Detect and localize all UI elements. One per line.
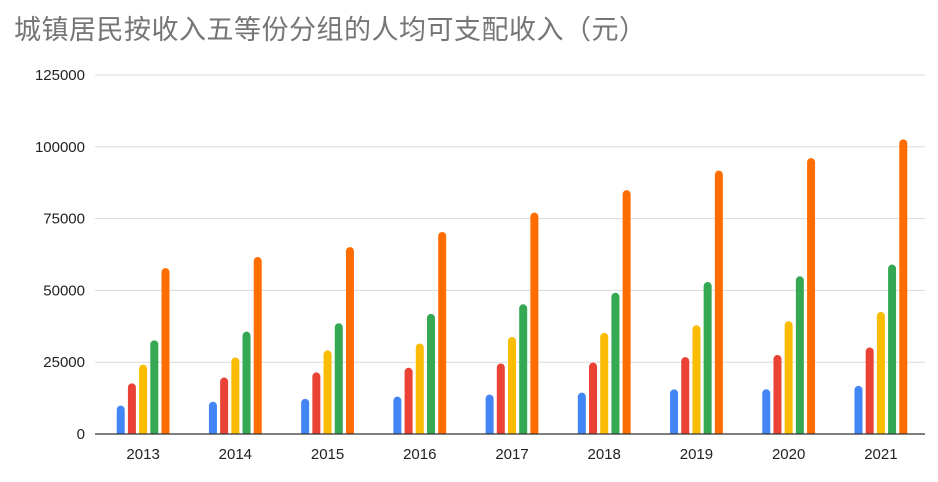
bar-2019-series-1 — [670, 389, 679, 437]
bar-2014-series-2 — [220, 377, 229, 437]
bar-2013-series-5 — [161, 268, 170, 437]
bar-2018-series-5 — [622, 190, 631, 437]
bar-2017-series-5 — [530, 212, 539, 437]
bar-2019-series-3 — [692, 325, 701, 437]
bar-2019-series-5 — [714, 170, 723, 438]
x-tick-label: 2014 — [219, 446, 252, 463]
x-tick-label: 2018 — [588, 446, 621, 463]
y-tick-label: 125000 — [35, 67, 85, 84]
bar-2014-series-1 — [208, 401, 217, 437]
bar-2021-series-4 — [888, 264, 897, 437]
x-tick-label: 2017 — [495, 446, 528, 463]
bar-2013-series-1 — [116, 405, 125, 437]
bar-2019-series-4 — [703, 282, 712, 437]
bar-2015-series-2 — [312, 372, 321, 437]
y-tick-label: 75000 — [43, 211, 85, 228]
x-tick-label: 2013 — [126, 446, 159, 463]
bar-2014-series-3 — [231, 357, 240, 437]
bar-2021-series-1 — [854, 385, 863, 437]
bar-2015-series-3 — [323, 350, 332, 437]
bar-2014-series-5 — [253, 257, 262, 437]
y-tick-label: 100000 — [35, 139, 85, 156]
bar-2018-series-4 — [611, 292, 620, 437]
bar-2013-series-4 — [150, 340, 159, 437]
x-tick-label: 2020 — [772, 446, 805, 463]
bar-2016-series-3 — [415, 343, 424, 437]
x-tick-label: 2016 — [403, 446, 436, 463]
bar-2017-series-1 — [485, 394, 494, 437]
bar-2020-series-2 — [773, 355, 782, 437]
chart-title: 城镇居民按收入五等份分组的人均可支配收入（元） — [14, 15, 647, 46]
bar-2019-series-2 — [681, 357, 690, 437]
bar-2018-series-2 — [589, 362, 598, 437]
bar-2017-series-3 — [508, 336, 516, 437]
bar-2013-series-2 — [127, 383, 136, 437]
bar-2015-series-5 — [345, 247, 354, 437]
x-tick-label: 2019 — [680, 446, 713, 463]
bar-2018-series-3 — [600, 332, 609, 437]
y-tick-label: 0 — [77, 426, 85, 443]
bar-2016-series-2 — [404, 367, 413, 437]
bar-2020-series-3 — [784, 321, 793, 437]
bar-2013-series-3 — [139, 364, 148, 437]
bar-2020-series-4 — [795, 276, 804, 437]
bar-2020-series-5 — [807, 158, 816, 438]
bar-2021-series-2 — [865, 347, 874, 437]
bar-2016-series-1 — [393, 396, 402, 437]
x-tick-label: 2015 — [311, 446, 344, 463]
y-tick-label: 25000 — [43, 354, 85, 371]
bar-2017-series-2 — [496, 363, 505, 437]
bar-2017-series-4 — [519, 304, 528, 437]
bar-2015-series-1 — [301, 398, 310, 437]
bar-2018-series-1 — [577, 392, 586, 437]
bar-2015-series-4 — [334, 323, 343, 437]
y-tick-label: 50000 — [43, 282, 85, 299]
baseline-mask — [95, 434, 925, 442]
bar-2021-series-5 — [899, 139, 908, 437]
bar-2014-series-4 — [242, 331, 251, 437]
x-tick-label: 2021 — [864, 446, 897, 463]
bar-2016-series-4 — [426, 313, 435, 437]
bar-2021-series-3 — [876, 311, 885, 437]
bar-2020-series-1 — [762, 389, 771, 437]
bar-2016-series-5 — [438, 231, 447, 437]
